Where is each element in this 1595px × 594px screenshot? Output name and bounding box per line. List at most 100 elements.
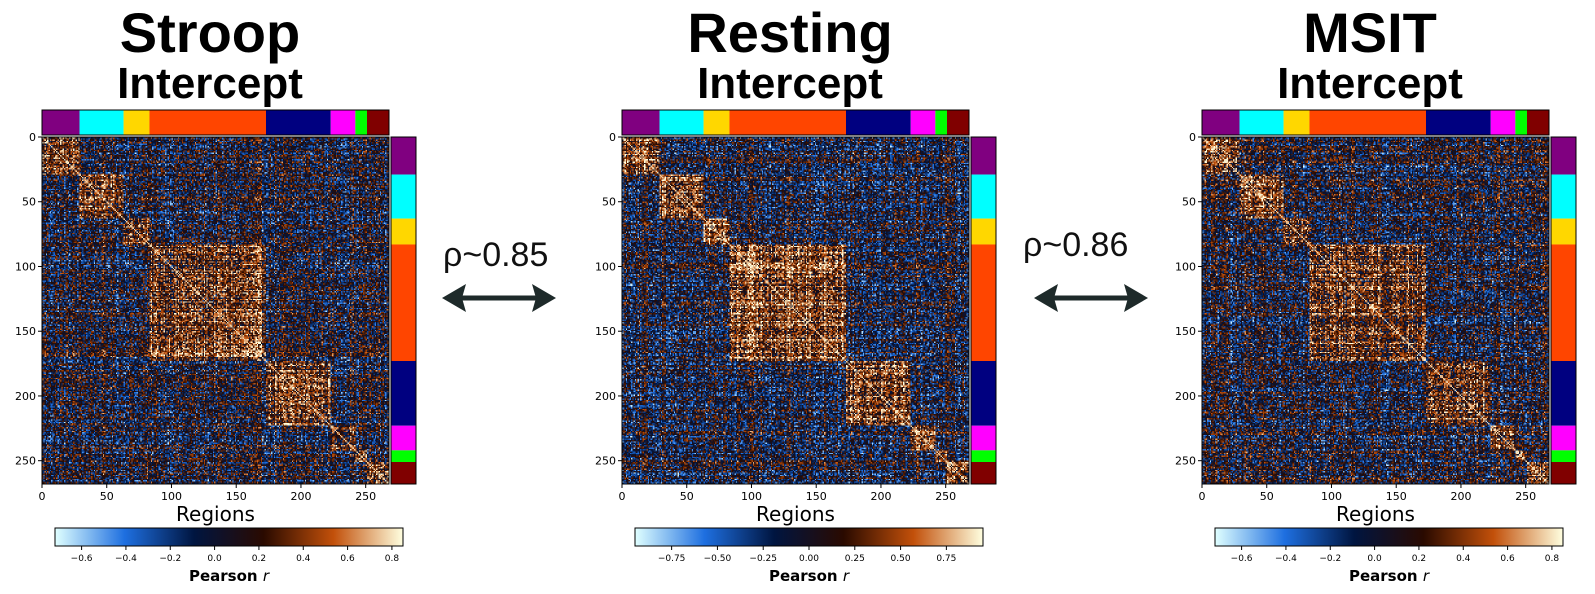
colorbar-label-var: r (263, 567, 270, 585)
colorbar-tick-label: 0.50 (891, 554, 911, 564)
network-strip-top-2 (123, 110, 150, 135)
network-strip-top-7 (366, 110, 389, 135)
colorbar-tick-label: −0.4 (115, 554, 137, 564)
correlation-matrix-image (42, 137, 389, 484)
network-strip-right-5 (971, 425, 996, 451)
y-tick-label: 250 (1175, 455, 1196, 468)
network-strip-top-6 (935, 110, 947, 135)
network-strip-top-4 (265, 110, 331, 135)
y-tick-label: 250 (595, 455, 616, 468)
strip-top-frame (41, 109, 390, 136)
network-strip-top-0 (1202, 110, 1240, 135)
x-tick-label: 50 (100, 490, 114, 503)
colorbar-tick-label: −0.75 (658, 554, 686, 564)
y-tick-label: 150 (1175, 325, 1196, 338)
network-strip-right-3 (971, 244, 996, 361)
y-tick-label: 200 (15, 390, 36, 403)
colorbar-tick-label: 0.25 (845, 554, 865, 564)
network-strip-top-4 (845, 110, 911, 135)
network-strip-top-7 (946, 110, 969, 135)
x-tick-label: 200 (1450, 490, 1471, 503)
x-tick-label: 200 (870, 490, 891, 503)
strip-right-frame (1550, 136, 1577, 485)
heatmap-panel-stroop: Stroop Intercept 0 0 50 50 100 100 150 150 200 20… (0, 0, 420, 594)
heatmap-panel-msit: MSIT Intercept 0 0 50 50 100 100 150 150 200 200 2… (1160, 0, 1580, 594)
matrix-frame (1201, 136, 1550, 485)
y-tick-label: 0 (1189, 131, 1196, 144)
network-strip-right-2 (1551, 218, 1576, 245)
colorbar-tick-label: 0.0 (207, 554, 222, 564)
x-tick-label: 150 (1386, 490, 1407, 503)
network-strip-top-0 (622, 110, 660, 135)
colorbar-tick-label: −0.2 (1319, 554, 1341, 564)
network-strip-right-1 (391, 174, 416, 219)
colorbar-tick-label: −0.50 (704, 554, 732, 564)
network-strip-top-2 (703, 110, 730, 135)
network-strip-right-7 (391, 461, 416, 484)
x-axis-label: Regions (1336, 502, 1415, 526)
colorbar-tick-label: 0.75 (936, 554, 956, 564)
colorbar (54, 527, 404, 547)
y-tick-label: 50 (602, 196, 616, 209)
y-tick-label: 150 (15, 325, 36, 338)
network-strip-top-0 (42, 110, 80, 135)
network-strip-right-3 (391, 244, 416, 361)
colorbar-tick-label: 0.00 (799, 554, 819, 564)
colorbar-tick-label: −0.6 (1231, 554, 1253, 564)
network-strip-right-6 (971, 450, 996, 462)
colorbar-tick-label: 0.8 (385, 554, 400, 564)
colorbar (634, 527, 984, 547)
network-strip-top-7 (1526, 110, 1549, 135)
network-strip-top-1 (79, 110, 124, 135)
correlation-matrix-image (622, 137, 969, 484)
panel-subtitle: Intercept (697, 59, 883, 108)
colorbar-tick-label: −0.4 (1275, 554, 1297, 564)
network-strip-top-6 (1515, 110, 1527, 135)
x-tick-label: 150 (806, 490, 827, 503)
y-tick-label: 0 (609, 131, 616, 144)
y-tick-label: 100 (595, 260, 616, 273)
network-strip-right-1 (1551, 174, 1576, 219)
network-strip-top-3 (1309, 110, 1426, 135)
panel-subtitle: Intercept (1277, 59, 1463, 108)
panel-title: Stroop (119, 1, 301, 64)
colorbar-tick-label: −0.2 (159, 554, 181, 564)
y-tick-label: 100 (15, 260, 36, 273)
x-tick-label: 200 (290, 490, 311, 503)
colorbar-label: Pearson r (769, 567, 850, 585)
x-tick-label: 50 (680, 490, 694, 503)
y-tick-label: 100 (1175, 260, 1196, 273)
colorbar-tick-label: 0.6 (1500, 554, 1515, 564)
colorbar-tick-label: −0.6 (71, 554, 93, 564)
x-tick-label: 250 (1515, 490, 1536, 503)
network-strip-top-6 (355, 110, 367, 135)
y-tick-label: 200 (1175, 390, 1196, 403)
panel-subtitle: Intercept (117, 59, 303, 108)
colorbar-tick-label: 0.8 (1545, 554, 1560, 564)
heatmap-panel-resting: Resting Intercept 0 0 50 50 100 100 150 150 200 2… (580, 0, 1000, 594)
network-strip-right-5 (1551, 425, 1576, 451)
heatmap-plot: 0 0 50 50 100 100 150 150 200 200 250 250 Regions −0.… (15, 109, 417, 585)
x-tick-label: 150 (226, 490, 247, 503)
colorbar-tick-label: 0.4 (1456, 554, 1471, 564)
x-tick-label: 250 (935, 490, 956, 503)
network-strip-right-7 (971, 461, 996, 484)
heatmap-plot: 0 0 50 50 100 100 150 150 200 200 250 250 Regions −0.… (595, 109, 997, 585)
network-strip-right-6 (1551, 450, 1576, 462)
matrix-frame (41, 136, 390, 485)
network-strip-right-4 (391, 360, 416, 426)
colorbar-tick-label: 0.2 (1412, 554, 1426, 564)
x-tick-label: 0 (1199, 490, 1206, 503)
colorbar-tick-label: −0.25 (749, 554, 777, 564)
network-strip-right-5 (391, 425, 416, 451)
strip-top-frame (1201, 109, 1550, 136)
y-tick-label: 200 (595, 390, 616, 403)
network-strip-right-0 (1551, 137, 1576, 175)
colorbar (1214, 527, 1564, 547)
network-strip-right-1 (971, 174, 996, 219)
x-axis-label: Regions (756, 502, 835, 526)
network-strip-top-1 (659, 110, 704, 135)
colorbar-label-var: r (843, 567, 850, 585)
network-strip-right-3 (1551, 244, 1576, 361)
network-strip-top-1 (1239, 110, 1284, 135)
